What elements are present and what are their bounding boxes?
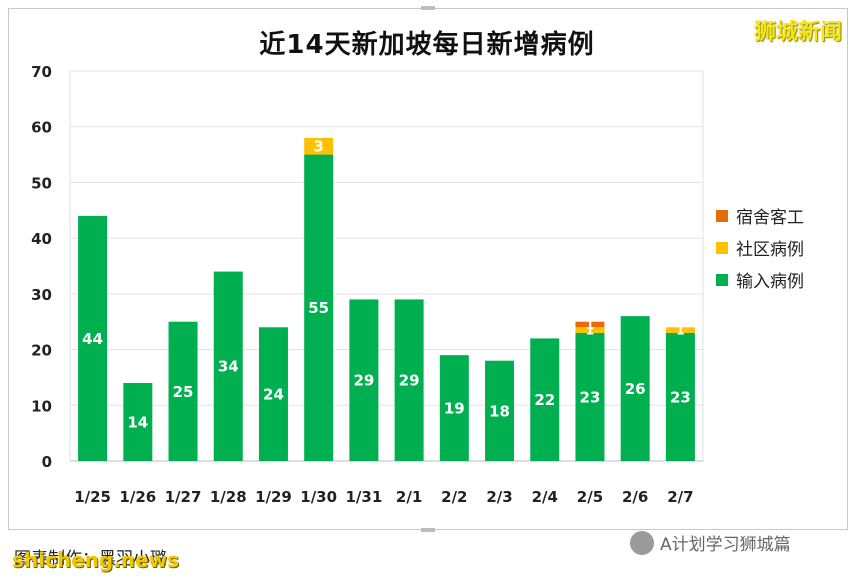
account-watermark: A计划学习狮城篇 [630, 530, 791, 555]
caption-watermark: shicheng.news [12, 548, 179, 572]
bar-1/27-s0 [168, 321, 198, 461]
x-tick-label: 2/2 [441, 488, 467, 506]
data-label: 22 [534, 391, 555, 409]
bar-2/5-s0 [575, 332, 605, 461]
resize-handle-bottom[interactable] [421, 528, 435, 532]
legend-label-dormitory: 宿舍客工 [736, 208, 804, 228]
legend-swatch-dormitory [716, 209, 728, 222]
x-tick-label: 2/1 [396, 488, 422, 506]
data-label: 23 [670, 388, 691, 406]
x-tick-label: 2/4 [532, 488, 558, 506]
legend-swatch-community [716, 241, 728, 254]
data-label: 34 [218, 358, 239, 376]
x-tick-label: 1/28 [210, 488, 247, 506]
bar-1/25-s0 [78, 215, 108, 461]
y-tick-label: 20 [31, 342, 52, 360]
x-tick-label: 2/7 [667, 488, 693, 506]
data-label: 14 [127, 413, 148, 431]
data-label: 44 [82, 330, 103, 348]
data-label: 26 [625, 380, 646, 398]
data-label: 19 [444, 399, 465, 417]
x-tick-label: 2/3 [486, 488, 512, 506]
data-label: 1 [586, 323, 594, 337]
legend-label-imported: 输入病例 [736, 272, 804, 292]
bar-2/1-s0 [394, 299, 424, 461]
bar-1/30-s0 [304, 154, 334, 462]
bar-2/6-s0 [620, 316, 650, 461]
bar-2/5-s2 [575, 321, 605, 328]
bar-1/29-s0 [258, 327, 288, 461]
bar-2/2-s0 [439, 355, 469, 461]
data-label: 23 [580, 388, 601, 406]
data-label: 3 [313, 138, 323, 156]
plot-area [69, 70, 704, 462]
y-tick-label: 70 [31, 63, 52, 81]
chart-title: 近14天新加坡每日新增病例 [259, 30, 595, 60]
data-label: 1 [676, 323, 684, 337]
x-tick-label: 1/29 [255, 488, 292, 506]
y-tick-label: 0 [42, 453, 52, 471]
bar-1/30-s1 [304, 137, 334, 155]
bar-2/5-s1 [575, 327, 605, 333]
legend-item-dormitory: 宿舍客工 [716, 203, 804, 228]
x-tick-label: 1/31 [345, 488, 382, 506]
y-tick-label: 60 [31, 119, 52, 137]
data-label: 55 [308, 299, 329, 317]
legend-swatch-imported [716, 273, 728, 286]
x-tick-label: 1/26 [119, 488, 156, 506]
bar-1/31-s0 [349, 299, 379, 461]
legend-item-imported: 输入病例 [716, 267, 804, 292]
bar-2/7-s1 [665, 327, 695, 333]
data-label: 1 [586, 318, 594, 332]
legend-label-community: 社区病例 [736, 240, 804, 260]
x-tick-label: 1/30 [300, 488, 337, 506]
data-label: 29 [353, 372, 374, 390]
bar-2/4-s0 [530, 338, 560, 461]
data-label: 29 [399, 372, 420, 390]
bar-1/28-s0 [213, 271, 243, 461]
x-tick-label: 2/6 [622, 488, 648, 506]
bar-1/26-s0 [123, 383, 153, 461]
x-tick-label: 1/25 [74, 488, 111, 506]
wechat-icon [630, 530, 654, 555]
x-tick-label: 1/27 [165, 488, 202, 506]
bar-2/3-s0 [485, 360, 515, 461]
watermark-top: 狮城新闻 [753, 20, 842, 45]
y-tick-label: 10 [31, 397, 52, 415]
account-name: A计划学习狮城篇 [660, 535, 791, 555]
legend-item-community: 社区病例 [716, 235, 804, 260]
x-tick-label: 2/5 [577, 488, 603, 506]
y-tick-label: 40 [31, 230, 52, 248]
data-label: 18 [489, 402, 510, 420]
data-label: 24 [263, 386, 284, 404]
caption: 图表制作：黑羽小璐 [14, 549, 167, 569]
bar-2/7-s0 [665, 332, 695, 461]
data-label: 25 [173, 383, 194, 401]
y-tick-label: 50 [31, 174, 52, 192]
resize-handle-top[interactable] [421, 6, 435, 10]
y-tick-label: 30 [31, 286, 52, 304]
